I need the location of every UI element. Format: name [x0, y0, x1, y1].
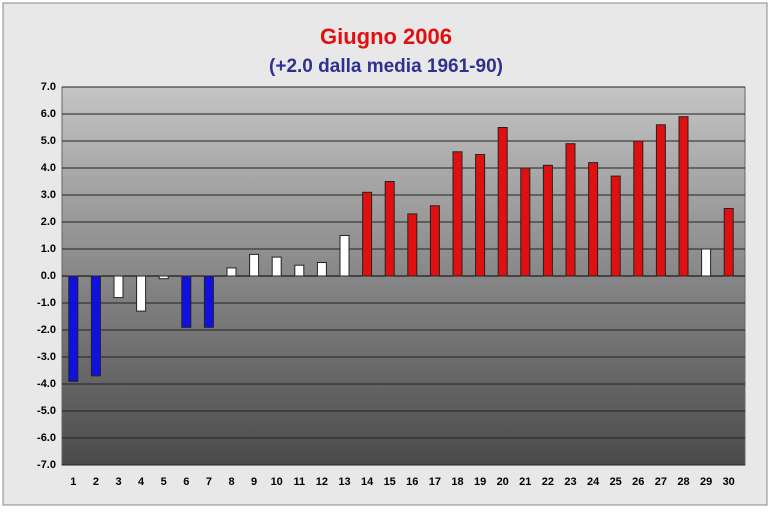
x-tick-label: 25: [610, 476, 622, 488]
bar: [701, 248, 712, 277]
x-tick-label: 3: [115, 476, 121, 488]
bar: [203, 275, 214, 328]
bar: [339, 235, 350, 277]
bar: [249, 253, 260, 277]
x-tick-label: 20: [497, 476, 509, 488]
y-tick-label: -7.0: [37, 459, 56, 471]
bar: [90, 275, 101, 377]
y-tick-label: 2.0: [41, 216, 56, 228]
x-tick-label: 8: [228, 476, 234, 488]
bar: [181, 275, 192, 328]
y-tick-label: 3.0: [41, 189, 56, 201]
x-tick-label: 7: [206, 476, 212, 488]
y-tick-label: -6.0: [37, 432, 56, 444]
bar: [542, 164, 553, 277]
x-tick-label: 17: [429, 476, 441, 488]
bar: [633, 140, 644, 277]
x-tick-label: 27: [655, 476, 667, 488]
bar: [136, 275, 147, 312]
x-tick-label: 21: [519, 476, 531, 488]
bar: [678, 116, 689, 277]
bar: [68, 275, 79, 382]
x-tick-label: 4: [138, 476, 145, 488]
y-tick-label: 4.0: [41, 162, 56, 174]
x-tick-label: 9: [251, 476, 257, 488]
bar: [362, 191, 373, 277]
x-tick-label: 14: [361, 476, 374, 488]
bar: [452, 151, 463, 277]
y-tick-label: -2.0: [37, 324, 56, 336]
bar: [497, 127, 508, 277]
bar: [113, 275, 124, 299]
bar: [610, 175, 621, 277]
y-tick-label: 6.0: [41, 108, 56, 120]
x-tick-label: 28: [677, 476, 689, 488]
y-tick-label: 0.0: [41, 270, 56, 282]
y-tick-label: -1.0: [37, 297, 56, 309]
x-tick-label: 26: [632, 476, 644, 488]
chart-subtitle: (+2.0 dalla media 1961-90): [269, 56, 503, 77]
x-tick-label: 29: [700, 476, 712, 488]
x-tick-label: 13: [338, 476, 350, 488]
x-tick-label: 19: [474, 476, 486, 488]
bar: [588, 162, 599, 277]
x-tick-label: 18: [451, 476, 463, 488]
x-tick-label: 22: [542, 476, 554, 488]
y-tick-label: -3.0: [37, 351, 56, 363]
bar: [271, 256, 282, 277]
x-tick-label: 16: [406, 476, 418, 488]
x-tick-label: 12: [316, 476, 328, 488]
bar: [384, 181, 395, 277]
chart-title: Giugno 2006: [320, 24, 452, 49]
bar: [407, 213, 418, 277]
x-tick-label: 30: [723, 476, 735, 488]
x-tick-label: 10: [271, 476, 283, 488]
bar: [226, 267, 237, 277]
bar: [316, 262, 327, 277]
y-tick-label: -4.0: [37, 378, 56, 390]
x-tick-label: 6: [183, 476, 189, 488]
x-tick-label: 15: [384, 476, 396, 488]
bar: [520, 167, 531, 277]
x-tick-label: 24: [587, 476, 600, 488]
y-tick-label: 1.0: [41, 243, 56, 255]
y-tick-label: 7.0: [41, 81, 56, 93]
bar: [655, 124, 666, 277]
x-tick-label: 2: [93, 476, 99, 488]
x-tick-label: 5: [161, 476, 167, 488]
bar: [565, 143, 576, 277]
x-tick-label: 11: [293, 476, 305, 488]
bar: [429, 205, 440, 277]
bar: [475, 154, 486, 277]
bar: [158, 275, 169, 280]
x-tick-label: 23: [564, 476, 576, 488]
y-tick-label: -5.0: [37, 405, 56, 417]
y-tick-label: 5.0: [41, 135, 56, 147]
x-tick-label: 1: [70, 476, 76, 488]
bar: [723, 208, 734, 277]
bar: [294, 264, 305, 277]
